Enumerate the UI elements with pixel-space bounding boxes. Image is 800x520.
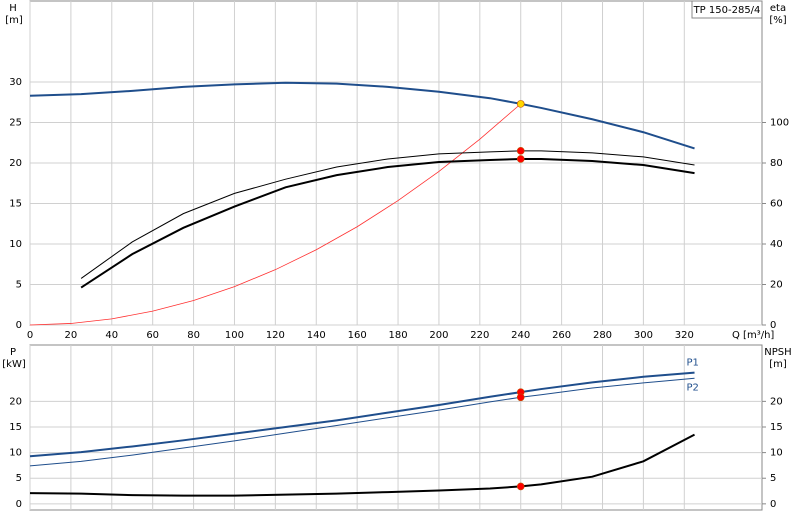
x-tick-label: 240 (511, 330, 530, 341)
y2-tick-label: 20 (770, 280, 783, 291)
curve (29, 433, 695, 497)
operating-point (516, 393, 525, 402)
y2-tick-label: 40 (770, 239, 783, 250)
y-tick-label: 10 (9, 448, 22, 459)
y2-tick-label: 100 (770, 118, 789, 129)
y-tick-label: 15 (9, 199, 22, 210)
plot-area (29, 344, 763, 511)
x-tick-label: 40 (105, 330, 118, 341)
y-axis-unit: [m] (5, 15, 23, 26)
x-tick-label: 280 (593, 330, 612, 341)
x-tick-label: 320 (675, 330, 694, 341)
y2-tick-label: 80 (770, 158, 783, 169)
y2-tick-label: 5 (770, 473, 776, 484)
x-axis-label: Q [m³/h] (732, 330, 774, 341)
x-tick-label: 120 (266, 330, 285, 341)
x-tick-label: 0 (27, 330, 33, 341)
curve (29, 103, 521, 326)
y2-axis-unit: [%] (769, 15, 786, 26)
x-tick-label: 300 (634, 330, 653, 341)
operating-point (516, 147, 525, 155)
x-tick-label: 100 (225, 330, 244, 341)
series-label: P1 (687, 358, 699, 369)
y-axis-label: P (10, 347, 16, 358)
x-tick-label: 180 (388, 330, 407, 341)
y-tick-label: 0 (16, 499, 22, 510)
x-tick-label: 200 (429, 330, 448, 341)
y-axis-label: H (9, 3, 17, 14)
y2-tick-label: 20 (770, 396, 783, 407)
curve (80, 150, 695, 279)
y-tick-label: 30 (9, 77, 22, 88)
curve (29, 371, 695, 458)
operating-point (516, 482, 525, 491)
y-tick-label: 20 (9, 158, 22, 169)
y-tick-label: 5 (16, 473, 22, 484)
x-tick-label: 220 (470, 330, 489, 341)
curve (29, 377, 695, 467)
x-tick-label: 80 (187, 330, 200, 341)
y-tick-label: 5 (16, 280, 22, 291)
y2-axis-unit: [m] (769, 359, 787, 370)
title-box (691, 0, 763, 19)
y-axis-unit: [kW] (2, 359, 26, 370)
x-tick-label: 140 (307, 330, 326, 341)
curve (80, 157, 695, 289)
y2-axis-label: eta (770, 3, 786, 14)
y-tick-label: 15 (9, 422, 22, 433)
x-tick-label: 160 (348, 330, 367, 341)
operating-point (516, 100, 525, 108)
y2-axis-label: NPSH (764, 347, 791, 358)
y2-tick-label: 15 (770, 422, 783, 433)
operating-point (516, 155, 525, 163)
x-tick-label: 60 (146, 330, 159, 341)
y2-tick-label: 10 (770, 448, 783, 459)
y2-tick-label: 60 (770, 199, 783, 210)
y-tick-label: 20 (9, 396, 22, 407)
y-tick-label: 25 (9, 118, 22, 129)
y2-tick-label: 0 (770, 499, 776, 510)
curve (29, 81, 695, 150)
x-tick-label: 260 (552, 330, 571, 341)
y2-tick-label: 0 (770, 320, 776, 331)
x-tick-label: 20 (65, 330, 78, 341)
y-tick-label: 10 (9, 239, 22, 250)
chart-title: TP 150-285/4 (693, 5, 761, 16)
series-label: P2 (687, 382, 699, 393)
y-tick-label: 0 (16, 320, 22, 331)
